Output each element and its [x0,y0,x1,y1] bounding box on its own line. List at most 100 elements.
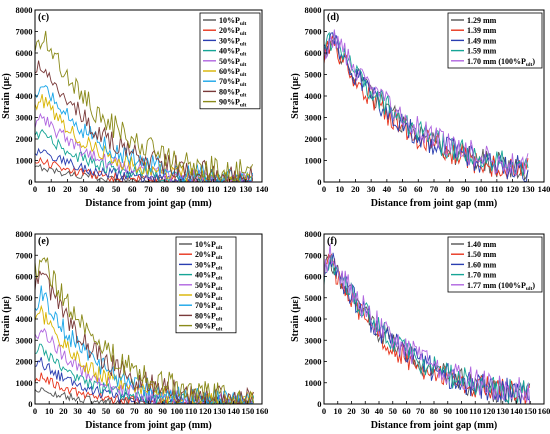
x-tick-label: 120 [199,406,212,416]
legend-entry-1: 20%Pult [195,250,222,261]
panel-label: (e) [38,236,49,247]
x-tick-label: 110 [491,184,503,194]
x-tick-label: 20 [59,406,68,416]
legend-entry-8: 90%Pult [219,98,246,109]
panel-label: (c) [38,12,49,23]
legend-entry-subscript: ult [240,92,247,98]
legend-entry-text: 50%P [219,57,240,66]
legend-entry-3: 1.70 mm [467,271,497,280]
x-tick-label: 140 [538,184,550,194]
legend-entry-text: 50%P [195,281,216,290]
y-tick-label: 7000 [16,250,33,260]
x-tick-label: 50 [389,406,398,416]
x-tick-label: 0 [33,406,37,416]
legend-entry-suffix: ) [532,281,535,290]
y-tick-label: 8000 [305,229,322,239]
y-tick-label: 0 [28,399,32,409]
legend-entry-text: 80%P [195,311,216,320]
x-tick-label: 10 [334,406,343,416]
y-tick-label: 2000 [16,357,33,367]
legend-entry-7: 80%Pult [195,311,222,322]
y-tick-label: 7000 [305,27,322,37]
legend-entry-0: 1.29 mm [467,16,497,25]
y-tick-label: 5000 [305,293,322,303]
legend-entry-subscript: ult [216,286,223,292]
y-tick-label: 4000 [305,91,322,101]
y-tick-label: 1000 [305,378,322,388]
legend-entry-6: 70%Pult [219,77,246,88]
legend-entry-text: 1.59 mm [467,47,497,56]
legend-entry-text: 10%P [195,240,216,249]
legend-entry-text: 30%P [195,260,216,269]
y-axis-title: Strain (με) [1,296,12,342]
x-tick-label: 150 [241,406,254,416]
x-tick-label: 90 [461,184,470,194]
y-tick-label: 0 [317,177,321,187]
legend-entry-6: 70%Pult [195,301,222,312]
x-tick-label: 140 [510,406,523,416]
series-line-e-5 [34,304,254,406]
legend-entry-2: 1.60 mm [467,260,497,269]
y-tick-label: 0 [317,399,321,409]
panel-label: (d) [327,12,339,23]
legend-entry-3: 40%Pult [219,47,246,58]
x-tick-label: 80 [430,406,439,416]
y-tick-label: 2000 [305,357,322,367]
y-tick-label: 8000 [16,5,33,15]
legend-entry-subscript: ult [216,316,223,322]
legend-entry-text: 90%P [219,98,240,107]
legend-entry-subscript: ult [216,276,223,282]
legend-entry-text: 20%P [195,250,216,259]
x-tick-label: 140 [227,406,240,416]
legend-entry-1: 20%Pult [219,26,246,37]
x-tick-label: 70 [130,406,139,416]
x-tick-label: 0 [33,184,37,194]
x-tick-label: 40 [96,184,105,194]
x-tick-label: 90 [158,406,167,416]
x-tick-label: 40 [88,406,97,416]
chart-panel-c: 0 1000 2000 3000 4000 5000 6000 7000 8000 0 10 20 30… [1,5,268,209]
x-tick-label: 80 [445,184,454,194]
series-line-c-7 [34,60,254,183]
legend-entry-text: 60%P [195,291,216,300]
legend-entry-4: 1.77 mm (100%Pult) [467,281,535,292]
y-axis-title: Strain (με) [290,73,301,119]
x-tick-label: 70 [416,406,425,416]
legend-entry-0: 10%Pult [195,240,222,251]
x-tick-label: 0 [322,184,326,194]
x-tick-label: 10 [335,184,344,194]
legend-entry-text: 1.77 mm (100%P [467,281,526,290]
legend-entry-subscript: ult [526,62,533,68]
legend-entry-text: 1.70 mm (100%P [467,57,526,66]
x-tick-label: 20 [63,184,72,194]
y-tick-label: 1000 [305,156,322,166]
x-tick-label: 110 [207,184,219,194]
y-tick-label: 3000 [305,335,322,345]
x-tick-label: 140 [256,184,269,194]
legend-entry-subscript: ult [240,82,247,88]
legend-entry-subscript: ult [240,21,247,27]
legend-entry-subscript: ult [216,296,223,302]
legend-entry-1: 1.39 mm [467,26,497,35]
legend: 1.29 mm1.39 mm1.49 mm 1.59 mm1.70 mm (100… [447,12,543,69]
x-axis-title: Distance from joint gap (mm) [85,198,211,209]
x-tick-label: 30 [367,184,376,194]
legend-entry-text: 1.29 mm [467,16,497,25]
legend-entry-4: 1.70 mm (100%Pult) [467,57,535,68]
y-tick-label: 5000 [16,293,33,303]
legend-entry-subscript: ult [240,41,247,47]
x-tick-label: 90 [444,406,453,416]
x-tick-label: 40 [375,406,384,416]
x-tick-label: 110 [469,406,481,416]
x-tick-label: 100 [455,406,468,416]
legend-entry-subscript: ult [240,52,247,58]
chart-panel-f: 0 1000 2000 3000 4000 5000 6000 7000 8000 0 10 20 30… [290,229,550,431]
series-line-e-8 [34,257,254,405]
series-line-f-4 [323,243,531,404]
legend: 10%Pult20%Pult30%Pult40%Pult50%Pult60%Pu… [175,236,237,334]
x-tick-label: 120 [223,184,236,194]
x-tick-label: 50 [102,406,111,416]
legend-entry-0: 1.40 mm [467,240,497,249]
y-tick-label: 6000 [305,48,322,58]
x-tick-label: 120 [483,406,496,416]
